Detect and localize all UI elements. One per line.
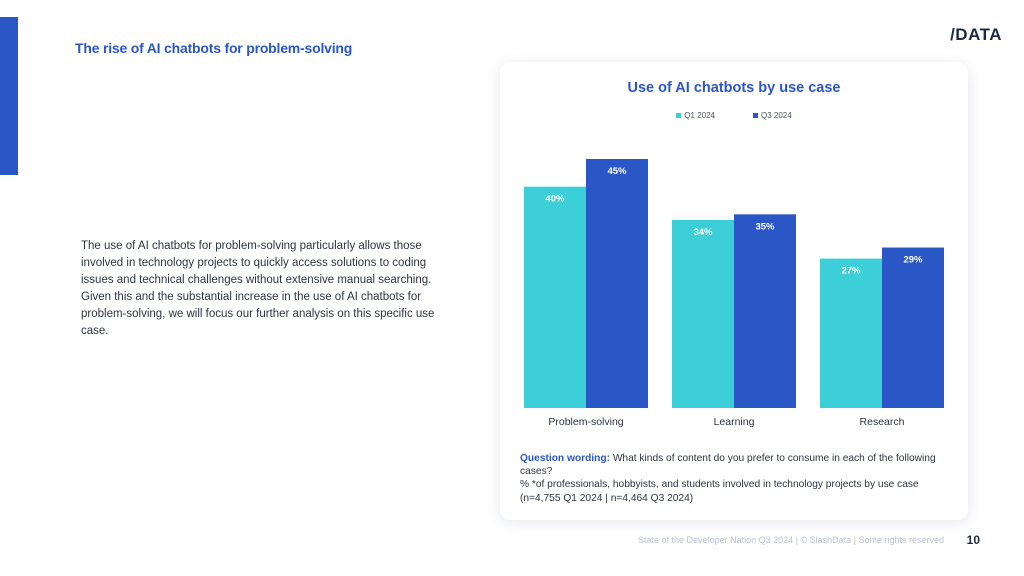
data-label: 45% xyxy=(607,166,627,177)
data-label: 29% xyxy=(903,255,923,266)
bar-problem-solving-q3 xyxy=(586,159,648,408)
data-label: 27% xyxy=(841,266,861,277)
category-label: Problem-solving xyxy=(548,416,623,428)
legend-item-q1: Q1 2024 xyxy=(676,111,715,120)
category-label: Research xyxy=(860,416,905,428)
question-text: What kinds of content do you prefer to c… xyxy=(520,453,936,478)
question-label: Question wording: xyxy=(520,453,610,464)
chart-title: Use of AI chatbots by use case xyxy=(627,80,841,96)
bar-research-q1 xyxy=(820,258,882,408)
bar-learning-q1 xyxy=(672,219,734,408)
accent-bar xyxy=(0,17,18,175)
slide-title: The rise of AI chatbots for problem-solv… xyxy=(75,40,353,56)
data-label: 35% xyxy=(755,221,775,232)
body-paragraph: The use of AI chatbots for problem-solvi… xyxy=(81,240,435,337)
category-label: Learning xyxy=(714,416,755,428)
footer-text: State of the Developer Nation Q3 2024 | … xyxy=(638,535,944,545)
logo-text: DATA xyxy=(955,25,1002,44)
chart-legend: Q1 2024 Q3 2024 xyxy=(500,111,968,120)
slashdata-logo: /DATA xyxy=(950,25,1002,44)
legend-swatch-q3 xyxy=(753,113,758,118)
legend-label-q1: Q1 2024 xyxy=(684,111,715,120)
data-label: 34% xyxy=(693,227,713,238)
bar-chart: 40% 45% Problem-solving 34% 35% Learning 27% 29… xyxy=(524,159,944,428)
bar-research-q3 xyxy=(882,247,944,408)
question-note: Question wording: What kinds of content … xyxy=(520,452,950,505)
legend-swatch-q1 xyxy=(676,113,682,118)
chart-card: Use of AI chatbots by use case Q1 2024 Q… xyxy=(500,62,968,520)
sample-note: % *of professionals, hobbyists, and stud… xyxy=(520,479,919,504)
page-number: 10 xyxy=(966,533,980,547)
bar-problem-solving-q1 xyxy=(524,186,586,408)
legend-label-q3: Q3 2024 xyxy=(761,111,792,120)
legend-item-q3: Q3 2024 xyxy=(753,111,792,120)
bar-learning-q3 xyxy=(734,214,796,408)
data-label: 40% xyxy=(545,194,565,205)
